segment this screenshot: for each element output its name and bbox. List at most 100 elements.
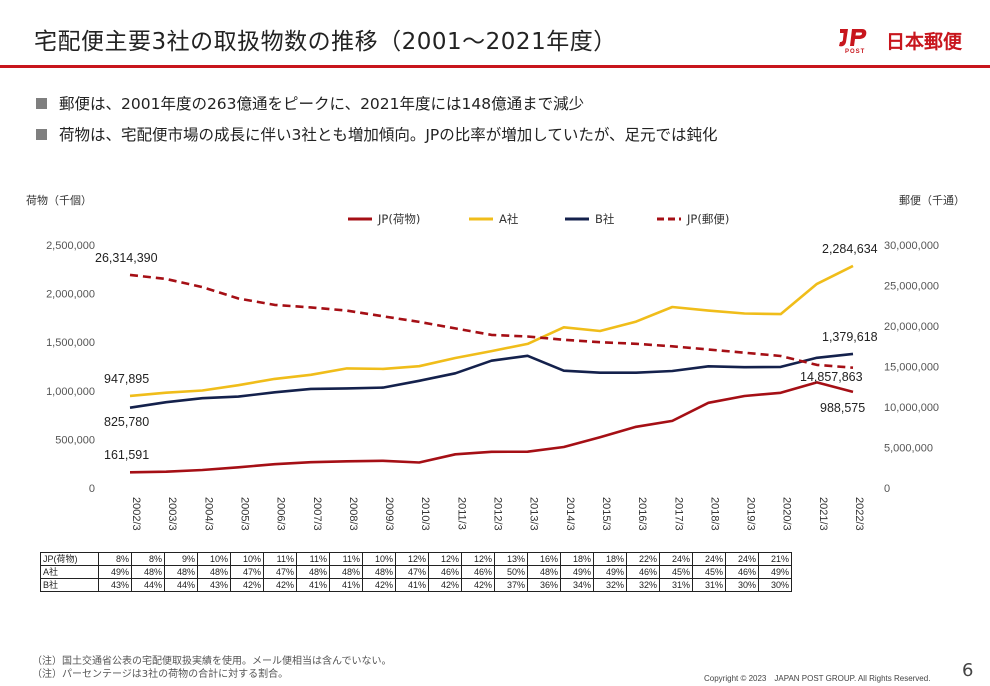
x-tick-label: 2004/3 (202, 497, 214, 531)
left-tick-label: 0 (89, 483, 95, 495)
legend-label: B社 (595, 212, 615, 226)
table-cell: 48% (296, 565, 330, 579)
table-row-label: B社 (40, 578, 99, 592)
table-cell: 49% (560, 565, 594, 579)
table-cell: 47% (395, 565, 429, 579)
table-cell: 10% (230, 552, 264, 566)
table-cell: 13% (494, 552, 528, 566)
legend-label: A社 (499, 212, 519, 226)
table-cell: 41% (296, 578, 330, 592)
x-tick-label: 2022/3 (853, 497, 865, 531)
table-row: JP(荷物) 8% 8% 9% 10% 10% 11% 11% 11% 10% 12% 12% 12% 1… (40, 552, 792, 566)
table-cell: 43% (197, 578, 231, 592)
right-tick-label: 20,000,000 (884, 321, 939, 333)
x-tick-label: 2011/3 (455, 497, 467, 530)
legend-label: JP(郵便) (686, 212, 729, 226)
bullet-list: 郵便は、2001年度の263億通をピークに、2021年度には148億通まで減少 … (36, 92, 718, 154)
table-cell: 11% (296, 552, 330, 566)
table-cell: 44% (164, 578, 198, 592)
table-cell: 12% (461, 552, 495, 566)
right-tick-label: 15,000,000 (884, 362, 939, 374)
table-row-label: A社 (40, 565, 99, 579)
data-label: 825,780 (104, 415, 149, 429)
table-cell: 30% (725, 578, 759, 592)
right-tick-label: 0 (884, 483, 890, 495)
table-cell: 42% (428, 578, 462, 592)
table-cell: 46% (725, 565, 759, 579)
jp-post-logo-mark-icon: POST (838, 26, 880, 55)
table-cell: 32% (626, 578, 660, 592)
data-label: 26,314,390 (95, 251, 158, 265)
table-cell: 24% (725, 552, 759, 566)
x-tick-label: 2016/3 (636, 497, 648, 531)
data-label: 988,575 (820, 401, 865, 415)
x-tick-label: 2014/3 (564, 497, 576, 531)
copyright: Copyright © 2023 JAPAN POST GROUP. All R… (704, 674, 931, 683)
table-cell: 9% (164, 552, 198, 566)
bullet-item: 荷物は、宅配便市場の成長に伴い3社とも増加傾向。JPの比率が増加していたが、足元… (36, 123, 718, 145)
table-cell: 47% (230, 565, 264, 579)
page-title: 宅配便主要3社の取扱物数の推移（2001～2021年度） (34, 29, 617, 55)
x-tick-label: 2013/3 (528, 497, 540, 531)
x-tick-label: 2021/3 (817, 497, 829, 531)
right-tick-label: 30,000,000 (884, 240, 939, 252)
table-cell: 42% (461, 578, 495, 592)
table-cell: 10% (362, 552, 396, 566)
bullet-square-icon (36, 128, 47, 140)
left-tick-label: 2,500,000 (46, 240, 95, 252)
left-tick-label: 1,500,000 (46, 337, 95, 349)
bullet-text: 荷物は、宅配便市場の成長に伴い3社とも増加傾向。JPの比率が増加していたが、足元… (59, 126, 718, 144)
table-cell: 24% (692, 552, 726, 566)
x-tick-label: 2017/3 (672, 497, 684, 531)
left-tick-label: 1,000,000 (46, 386, 95, 398)
bullet-square-icon (36, 97, 47, 109)
table-cell: 46% (626, 565, 660, 579)
table-cell: 43% (98, 578, 132, 592)
series-line-B社 (129, 352, 854, 409)
bullet-text: 郵便は、2001年度の263億通をピークに、2021年度には148億通まで減少 (59, 95, 585, 113)
data-label: 2,284,634 (822, 242, 878, 256)
table-cell: 18% (560, 552, 594, 566)
line-chart: 荷物（千個） 郵便（千通） 2,500,000 2,000,000 1,500,000 1… (26, 193, 965, 531)
table-cell: 11% (329, 552, 363, 566)
table-cell: 10% (197, 552, 231, 566)
table-cell: 18% (593, 552, 627, 566)
table-cell: 47% (263, 565, 297, 579)
x-tick-label: 2006/3 (275, 497, 287, 531)
table-cell: 16% (527, 552, 561, 566)
table-cell: 49% (98, 565, 132, 579)
table-cell: 34% (560, 578, 594, 592)
table-cell: 45% (659, 565, 693, 579)
x-tick-label: 2018/3 (708, 497, 720, 531)
table-row: B社 43% 44% 44% 43% 42% 42% 41% 41% 42% 41% 42% 42% 37… (40, 578, 792, 592)
table-cell: 50% (494, 565, 528, 579)
table-cell: 49% (758, 565, 792, 579)
x-tick-label: 2007/3 (311, 497, 323, 531)
table-cell: 12% (428, 552, 462, 566)
table-cell: 12% (395, 552, 429, 566)
logo-text: 日本郵便 (886, 30, 963, 53)
table-cell: 42% (230, 578, 264, 592)
table-cell: 46% (428, 565, 462, 579)
table-row-label: JP(荷物) (40, 552, 99, 566)
x-tick-label: 2003/3 (166, 497, 178, 531)
table-cell: 8% (98, 552, 132, 566)
left-axis-title: 荷物（千個） (26, 193, 92, 207)
right-tick-label: 10,000,000 (884, 402, 939, 414)
footnote: （注）パーセンテージは3社の荷物の合計に対する割合。 (32, 669, 289, 680)
header-divider (0, 65, 990, 68)
x-tick-label: 2002/3 (130, 497, 142, 531)
share-table: JP(荷物) 8% 8% 9% 10% 10% 11% 11% 11% 10% 12% 12% 12% 1… (40, 552, 792, 592)
page-number: 6 (962, 660, 974, 681)
data-label: 14,857,863 (800, 370, 863, 384)
table-cell: 41% (329, 578, 363, 592)
right-tick-label: 5,000,000 (884, 443, 933, 455)
table-cell: 48% (362, 565, 396, 579)
svg-text:POST: POST (845, 49, 865, 54)
table-cell: 48% (527, 565, 561, 579)
legend-label: JP(荷物) (377, 212, 420, 226)
table-cell: 21% (758, 552, 792, 566)
table-cell: 11% (263, 552, 297, 566)
x-tick-label: 2015/3 (600, 497, 612, 531)
bullet-item: 郵便は、2001年度の263億通をピークに、2021年度には148億通まで減少 (36, 92, 718, 114)
